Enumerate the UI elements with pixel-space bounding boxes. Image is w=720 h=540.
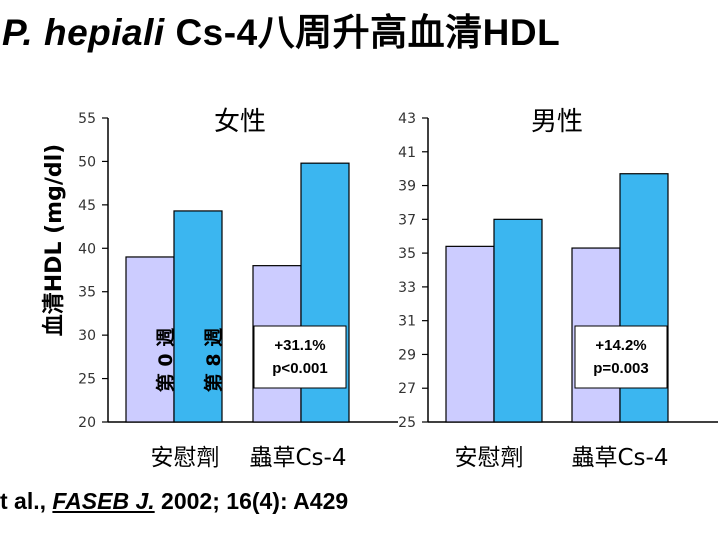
y-tick-label: 25 [78,372,96,388]
bar-week8 [173,210,223,423]
annotation-change: +14.2% [595,337,646,354]
series-label: 第 0 週 [154,328,177,392]
y-tick-label: 35 [398,246,416,262]
y-tick-label: 45 [78,198,96,214]
category-label: 蟲草Cs-4 [250,445,347,471]
y-tick-label: 20 [78,415,96,431]
annotation-change: +31.1% [274,337,325,354]
citation: t al., FASEB J. 2002; 16(4): A429 [0,488,348,515]
series-label: 第 8 週 [202,328,225,392]
species-name: P. hepiali [2,12,165,53]
category-label: 安慰劑 [151,445,220,471]
y-tick-label: 33 [398,280,416,296]
panel-title: 男性 [531,107,583,137]
category-label: 蟲草Cs-4 [572,445,669,471]
y-tick-label: 43 [398,111,416,127]
y-tick-label: 30 [78,328,96,344]
y-tick-label: 41 [398,145,416,161]
bar-week0 [125,256,175,423]
annotation-pvalue: p=0.003 [593,360,648,377]
y-tick-label: 25 [398,415,416,431]
y-tick-label: 50 [78,154,96,170]
citation-details: 2002; 16(4): A429 [154,488,349,514]
annotation-pvalue: p<0.001 [272,360,327,377]
y-tick-label: 31 [398,314,416,330]
annotation-box [574,325,668,389]
category-label: 安慰劑 [455,445,524,471]
citation-authors: t al., [0,488,53,514]
y-tick-label: 35 [78,285,96,301]
y-tick-label: 40 [78,241,96,257]
bar-week0 [445,245,495,423]
y-tick-label: 39 [398,179,416,195]
y-tick-label: 29 [398,347,416,363]
y-tick-label: 55 [78,111,96,127]
bar-week8 [493,218,543,423]
y-tick-label: 27 [398,381,416,397]
title-rest: Cs-4八周升高血清HDL [164,12,561,53]
panel-title: 女性 [214,107,266,137]
slide-title: P. hepiali Cs-4八周升高血清HDL [2,2,560,56]
citation-journal: FASEB J. [52,488,155,514]
y-tick-label: 37 [398,212,416,228]
annotation-box [253,325,347,389]
